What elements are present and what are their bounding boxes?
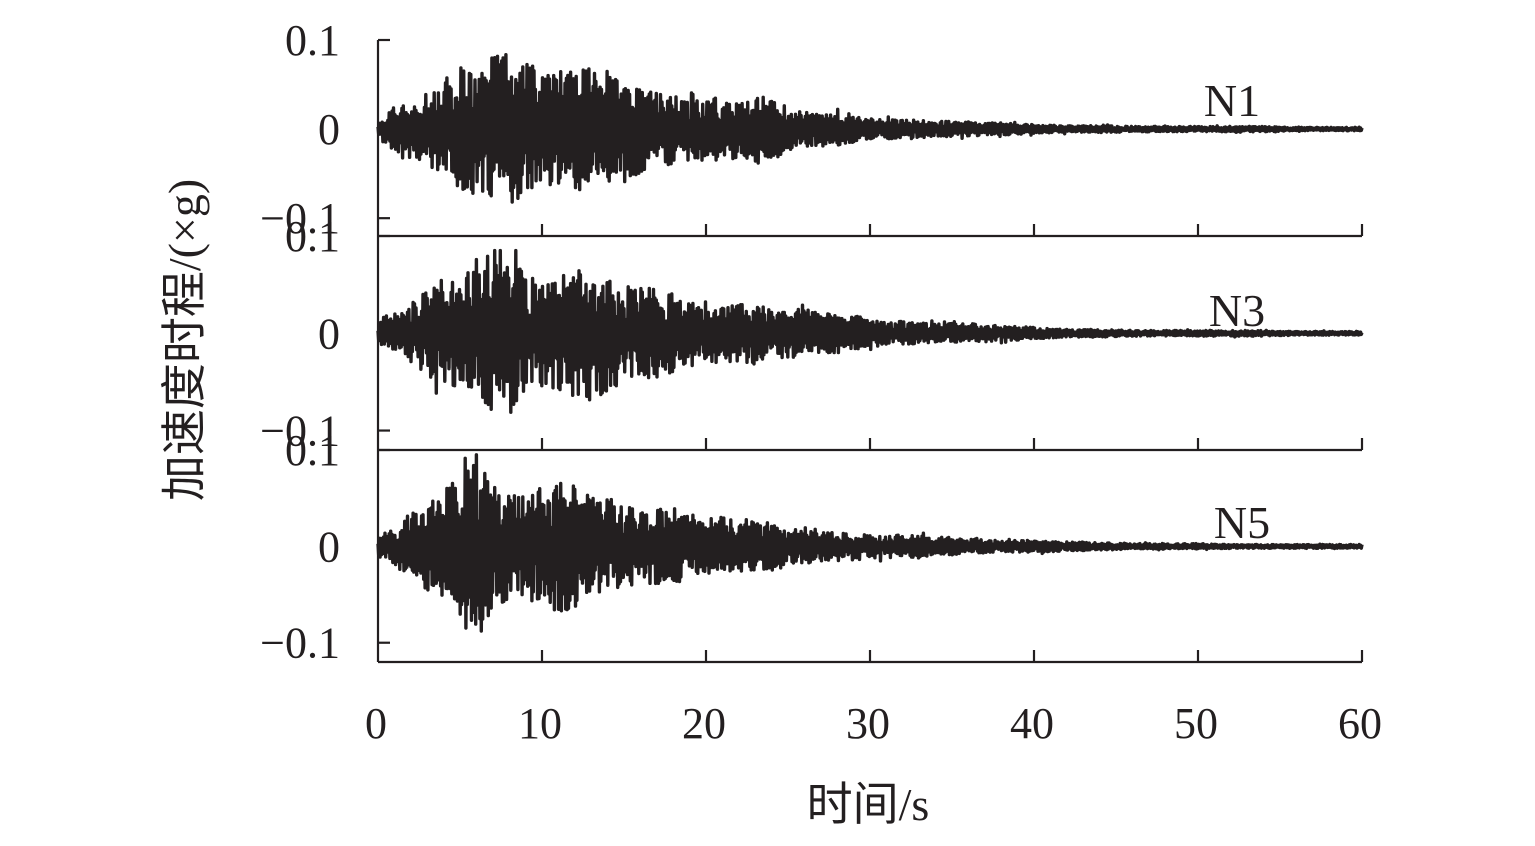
y-tick-label: −0.1 xyxy=(260,407,340,456)
series-label-N5: N5 xyxy=(1214,497,1270,548)
y-axis-title: 加速度时程/(×g) xyxy=(159,179,210,501)
x-tick-label: 60 xyxy=(1338,699,1382,748)
y-tick-label: −0.1 xyxy=(260,619,340,668)
x-tick-label: 0 xyxy=(365,699,387,748)
series-label-N1: N1 xyxy=(1204,75,1260,126)
chart-panels: 0.1 0 −0.1 N1 0.1 0 −0.1 N3 0.1 0 −0.1 N5 xyxy=(260,16,1364,668)
x-tick-label: 40 xyxy=(1010,699,1054,748)
y-tick-label: 0 xyxy=(318,105,340,154)
panel-N3: 0.1 0 −0.1 N3 xyxy=(260,212,1364,456)
y-tick-label: 0.1 xyxy=(285,426,340,475)
series-label-N3: N3 xyxy=(1209,285,1265,336)
y-tick-label: 0 xyxy=(318,522,340,571)
x-axis-title: 时间/s xyxy=(807,779,930,830)
y-tick-label: 0 xyxy=(318,309,340,358)
series-line-N3 xyxy=(376,248,1364,414)
panel-N5: 0.1 0 −0.1 N5 xyxy=(260,426,1364,668)
y-tick-label: 0.1 xyxy=(285,212,340,261)
y-tick-label: −0.1 xyxy=(260,194,340,243)
x-axis: 0 10 20 30 40 50 60 xyxy=(365,699,1382,748)
x-tick-label: 50 xyxy=(1174,699,1218,748)
x-tick-label: 30 xyxy=(846,699,890,748)
panel-N1: 0.1 0 −0.1 N1 xyxy=(260,16,1364,243)
series-line-N1 xyxy=(376,53,1364,204)
y-tick-label: 0.1 xyxy=(285,16,340,65)
series-line-N5 xyxy=(376,453,1364,633)
x-tick-label: 20 xyxy=(682,699,726,748)
x-tick-label: 10 xyxy=(518,699,562,748)
